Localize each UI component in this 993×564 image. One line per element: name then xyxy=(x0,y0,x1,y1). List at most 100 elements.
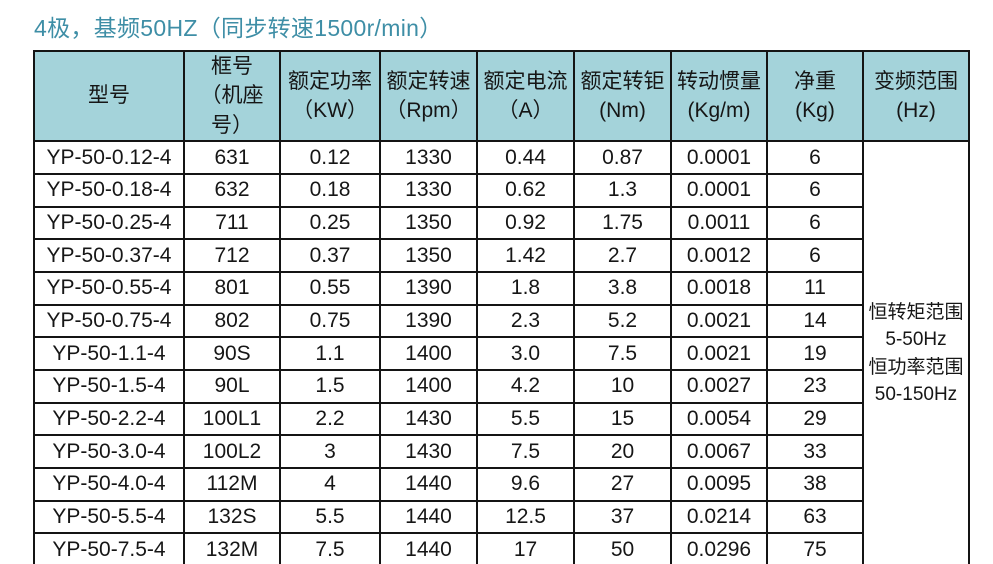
cell-inertia: 0.0214 xyxy=(670,499,768,535)
cell-frame: 112M xyxy=(183,467,281,502)
table-row: YP-50-2.2-4 100L1 2.2 1430 5.5 15 0.0054 29 xyxy=(33,401,969,437)
column-header-frame: 框号 （机座号） xyxy=(183,49,281,143)
cell-speed: 1390 xyxy=(379,270,478,306)
cell-inertia: 0.0296 xyxy=(670,532,768,564)
cell-inertia: 0.0011 xyxy=(670,205,768,241)
cell-weight: 14 xyxy=(766,303,864,339)
page-title: 4极，基频50HZ（同步转速1500r/min） xyxy=(34,15,443,41)
cell-torque: 50 xyxy=(573,532,672,564)
table-row: YP-50-4.0-4 112M 4 1440 9.6 27 0.0095 38 xyxy=(33,467,969,502)
column-header-power: 额定功率 （KW） xyxy=(279,49,381,143)
cell-weight: 6 xyxy=(766,238,864,273)
cell-weight: 19 xyxy=(766,336,864,371)
cell-model: YP-50-3.0-4 xyxy=(33,434,185,470)
cell-torque: 10 xyxy=(573,368,672,404)
column-header-freq-range: 变频范围 (Hz) xyxy=(862,49,970,143)
cell-speed: 1350 xyxy=(379,238,478,273)
cell-power: 0.18 xyxy=(279,172,381,208)
table-row: YP-50-1.5-4 90L 1.5 1400 4.2 10 0.0027 23 xyxy=(33,368,969,404)
cell-speed: 1400 xyxy=(379,368,478,404)
cell-power: 0.12 xyxy=(279,140,381,175)
cell-speed: 1440 xyxy=(379,499,478,535)
cell-inertia: 0.0021 xyxy=(670,336,768,371)
cell-power: 0.25 xyxy=(279,205,381,241)
cell-torque: 15 xyxy=(573,401,672,437)
cell-model: YP-50-2.2-4 xyxy=(33,401,185,437)
cell-inertia: 0.0054 xyxy=(670,401,768,437)
table-row: YP-50-0.55-4 801 0.55 1390 1.8 3.8 0.0018 11 xyxy=(33,270,969,306)
cell-inertia: 0.0001 xyxy=(670,140,768,175)
cell-current: 0.44 xyxy=(476,140,575,175)
cell-power: 0.75 xyxy=(279,303,381,339)
cell-torque: 5.2 xyxy=(573,303,672,339)
cell-weight: 6 xyxy=(766,205,864,241)
cell-frame: 100L2 xyxy=(183,434,281,470)
cell-model: YP-50-1.1-4 xyxy=(33,336,185,371)
cell-current: 2.3 xyxy=(476,303,575,339)
cell-current: 5.5 xyxy=(476,401,575,437)
cell-model: YP-50-0.12-4 xyxy=(33,140,185,175)
cell-speed: 1440 xyxy=(379,532,478,564)
cell-model: YP-50-0.55-4 xyxy=(33,270,185,306)
cell-speed: 1440 xyxy=(379,467,478,502)
cell-power: 7.5 xyxy=(279,532,381,564)
cell-inertia: 0.0001 xyxy=(670,172,768,208)
table-row: YP-50-0.12-4 631 0.12 1330 0.44 0.87 0.0001 6 恒转… xyxy=(33,140,970,564)
cell-frame: 801 xyxy=(183,270,281,306)
cell-power: 1.1 xyxy=(279,336,381,371)
cell-torque: 2.7 xyxy=(573,238,672,273)
header-row: 型号 框号 （机座号） 额定功率 （KW） 额定转速 （Rpm） 额定电流 （A） 额定转钜 (Nm… xyxy=(33,49,970,143)
cell-model: YP-50-0.75-4 xyxy=(33,303,185,339)
cell-frame: 132S xyxy=(183,499,281,535)
column-header-speed: 额定转速 （Rpm） xyxy=(379,49,478,143)
table-row: YP-50-5.5-4 132S 5.5 1440 12.5 37 0.0214 63 xyxy=(33,499,969,535)
cell-model: YP-50-1.5-4 xyxy=(33,368,185,404)
cell-power: 1.5 xyxy=(279,368,381,404)
cell-model: YP-50-4.0-4 xyxy=(33,467,185,502)
cell-frame: 712 xyxy=(183,238,281,273)
cell-speed: 1330 xyxy=(379,140,478,175)
cell-speed: 1330 xyxy=(379,172,478,208)
cell-torque: 3.8 xyxy=(573,270,672,306)
cell-current: 1.8 xyxy=(476,270,575,306)
cell-frame: 631 xyxy=(183,140,281,175)
cell-weight: 75 xyxy=(766,532,864,564)
table-row: YP-50-0.18-4 632 0.18 1330 0.62 1.3 0.0001 6 xyxy=(33,172,969,208)
table-body: YP-50-0.12-4 631 0.12 1330 0.44 0.87 0.0001 6 恒转… xyxy=(33,140,970,564)
cell-inertia: 0.0021 xyxy=(670,303,768,339)
cell-power: 4 xyxy=(279,467,381,502)
frequency-range-cell: 恒转矩范围 5-50Hz 恒功率范围 50-150Hz xyxy=(862,140,970,564)
cell-current: 17 xyxy=(476,532,575,564)
column-header-model: 型号 xyxy=(33,49,185,143)
cell-inertia: 0.0027 xyxy=(670,368,768,404)
cell-speed: 1390 xyxy=(379,303,478,339)
cell-model: YP-50-0.37-4 xyxy=(33,238,185,273)
cell-power: 3 xyxy=(279,434,381,470)
cell-inertia: 0.0018 xyxy=(670,270,768,306)
cell-inertia: 0.0095 xyxy=(670,467,768,502)
cell-frame: 132M xyxy=(183,532,281,564)
table-row: YP-50-1.1-4 90S 1.1 1400 3.0 7.5 0.0021 19 xyxy=(33,336,969,371)
column-header-torque: 额定转钜 (Nm) xyxy=(573,49,672,143)
cell-torque: 1.3 xyxy=(573,172,672,208)
cell-frame: 90S xyxy=(183,336,281,371)
column-header-current: 额定电流 （A） xyxy=(476,49,575,143)
cell-frame: 632 xyxy=(183,172,281,208)
table-row: YP-50-0.25-4 711 0.25 1350 0.92 1.75 0.0011 6 xyxy=(33,205,969,241)
cell-inertia: 0.0012 xyxy=(670,238,768,273)
cell-power: 0.37 xyxy=(279,238,381,273)
table-row: YP-50-7.5-4 132M 7.5 1440 17 50 0.0296 75 xyxy=(33,532,969,564)
cell-weight: 23 xyxy=(766,368,864,404)
cell-frame: 100L1 xyxy=(183,401,281,437)
motor-spec-table: 型号 框号 （机座号） 额定功率 （KW） 额定转速 （Rpm） 额定电流 （A） 额定转钜 (Nm… xyxy=(33,49,970,564)
cell-torque: 0.87 xyxy=(573,140,672,175)
table-row: YP-50-0.37-4 712 0.37 1350 1.42 2.7 0.0012 6 xyxy=(33,238,969,273)
cell-frame: 802 xyxy=(183,303,281,339)
cell-model: YP-50-5.5-4 xyxy=(33,499,185,535)
cell-weight: 29 xyxy=(766,401,864,437)
cell-current: 0.92 xyxy=(476,205,575,241)
cell-model: YP-50-7.5-4 xyxy=(33,532,185,564)
cell-weight: 38 xyxy=(766,467,864,502)
cell-torque: 1.75 xyxy=(573,205,672,241)
